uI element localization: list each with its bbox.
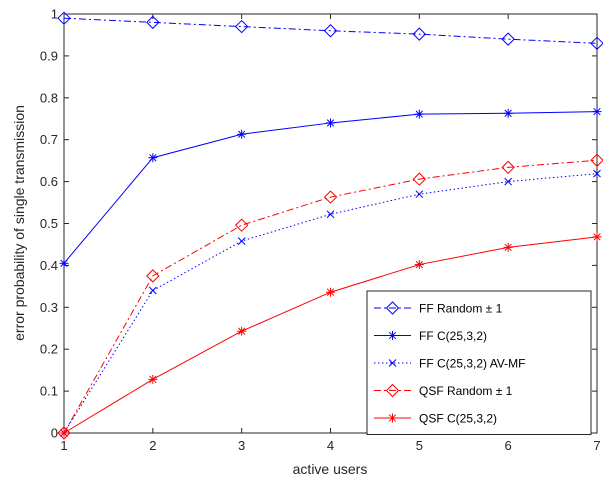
legend-marker [388, 413, 397, 423]
series-lines [57, 11, 603, 440]
legend-marker [388, 331, 397, 340]
x-tick-label: 5 [416, 438, 423, 453]
series-4 [59, 232, 602, 438]
data-point [593, 169, 601, 178]
data-point [237, 237, 246, 245]
series-line [63, 159, 598, 434]
legend-marker [388, 359, 397, 367]
data-point [590, 36, 603, 51]
series-line [63, 17, 598, 44]
legend-label: QSF Random ± 1 [419, 384, 513, 398]
legend-box [366, 290, 592, 435]
data-point [504, 177, 513, 186]
x-axis-label: active users [293, 461, 368, 477]
data-point [237, 326, 247, 336]
series-0 [57, 11, 603, 51]
data-point [414, 260, 424, 270]
x-tick-label: 1 [60, 438, 67, 453]
legend-entry: FF C(25,3,2) AV-MF [374, 357, 525, 371]
data-point [326, 287, 335, 297]
data-point [148, 374, 158, 384]
x-tick-label: 4 [327, 438, 334, 453]
data-point [415, 190, 424, 199]
legend-entry: QSF C(25,3,2) [374, 412, 497, 426]
data-point [592, 107, 602, 117]
data-point [237, 129, 247, 139]
legend: FF Random ± 1 FF C(25,3,2) FF C(25,3,2) AV… [366, 290, 592, 435]
legend-label: FF Random ± 1 [419, 302, 503, 316]
data-point [59, 258, 69, 268]
data-point [590, 153, 603, 167]
data-point [503, 108, 513, 118]
legend-entry: FF C(25,3,2) [374, 329, 487, 343]
data-point [412, 27, 427, 41]
data-point [146, 15, 160, 30]
legend-entry: FF Random ± 1 [374, 301, 503, 316]
x-tick-label: 6 [505, 438, 512, 453]
y-tick-label: 0.5 [40, 216, 58, 231]
y-tick-label: 0.7 [40, 132, 58, 147]
y-tick-label: 1 [51, 7, 58, 22]
data-point [501, 32, 515, 46]
data-point [146, 269, 160, 283]
y-tick-label: 0.1 [40, 384, 58, 399]
data-point [592, 232, 602, 242]
data-point [501, 160, 515, 175]
data-point [234, 19, 249, 34]
data-point [414, 109, 424, 119]
axes: 1 2 3 4 5 6 7 0 0.1 0.2 0.3 0.4 0.5 0.6 0.7 0.8 0.9 1 [40, 7, 601, 454]
legend-label: FF C(25,3,2) [419, 329, 487, 343]
data-point [57, 11, 71, 25]
data-point [323, 24, 338, 38]
legend-entry: QSF Random ± 1 [374, 383, 513, 398]
data-point [326, 210, 335, 219]
y-tick-label: 0 [51, 426, 58, 441]
data-point [59, 428, 69, 438]
y-tick-label: 0.9 [40, 48, 58, 63]
x-tick-label: 3 [238, 438, 245, 453]
y-tick-label: 0.8 [40, 90, 58, 105]
data-point [326, 118, 335, 128]
y-tick-label: 0.4 [40, 258, 58, 273]
legend-label: FF C(25,3,2) AV-MF [419, 357, 525, 371]
series-1 [59, 107, 602, 268]
legend-marker [385, 383, 400, 398]
data-point [412, 172, 427, 186]
data-point [234, 218, 249, 232]
y-axis-label: error probability of single transmission [11, 105, 27, 341]
x-tick-label: 7 [593, 438, 600, 453]
x-tick-label: 2 [149, 438, 156, 453]
data-point [323, 190, 338, 204]
legend-marker [385, 301, 400, 315]
legend-label: QSF C(25,3,2) [419, 412, 497, 426]
data-point [503, 242, 513, 252]
y-tick-label: 0.6 [40, 174, 58, 189]
y-tick-label: 0.3 [40, 300, 58, 315]
y-tick-label: 0.2 [40, 342, 58, 357]
series-3 [57, 153, 603, 440]
data-point [148, 286, 157, 295]
data-point [148, 153, 158, 163]
